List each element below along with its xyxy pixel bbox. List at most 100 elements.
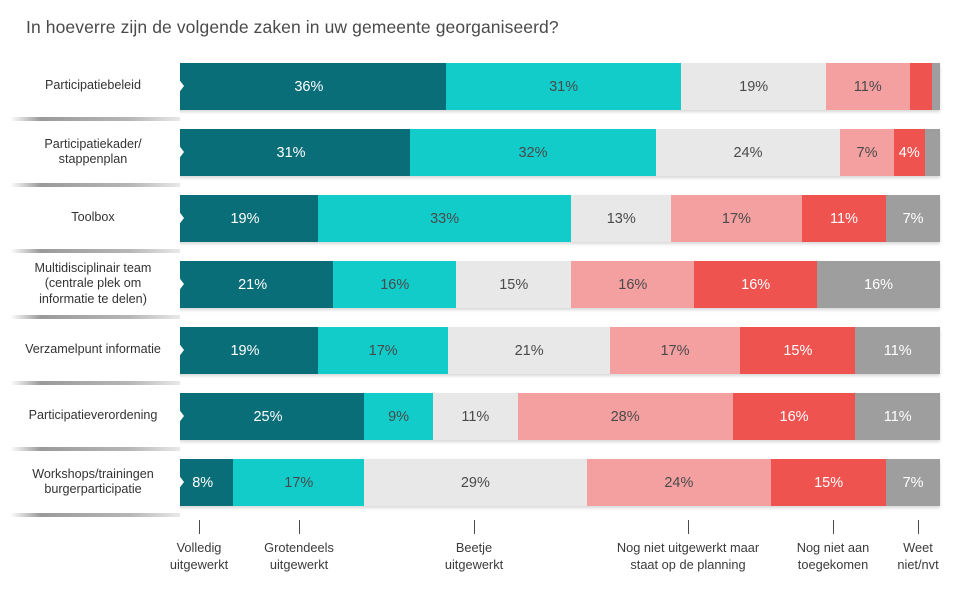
segment-value-label: 31% <box>276 144 306 161</box>
stacked-bar: 21% 16% 15% 16% 16% 16% <box>172 261 940 308</box>
bar-segment[interactable]: 17% <box>233 459 364 506</box>
bar-segment[interactable]: 11% <box>801 195 887 242</box>
bar-segment[interactable]: 15% <box>771 459 887 506</box>
bar-segment[interactable]: 7% <box>840 129 894 176</box>
segment-value-label: 16% <box>380 276 410 293</box>
bar-segment[interactable]: 16% <box>571 261 695 308</box>
bar-segment[interactable]: 11% <box>855 393 940 440</box>
bar-segment[interactable]: 9% <box>364 393 434 440</box>
bar-segment[interactable]: 4% <box>893 129 925 176</box>
stacked-bar: 25% 9% 11% 28% 16% 11% <box>172 393 940 440</box>
bar-segment[interactable]: 31% <box>445 63 682 110</box>
segment-value-label: 7% <box>856 144 878 161</box>
legend-label-6: Weet niet/nvt <box>879 540 957 573</box>
segment-value-label: 15% <box>499 276 529 293</box>
bar-segment[interactable]: 32% <box>410 129 656 176</box>
bar-segment[interactable]: 15% <box>740 327 856 374</box>
row-label-line: Participatiebeleid <box>45 78 141 93</box>
bar-segment[interactable]: 11% <box>825 63 910 110</box>
row-label-text: Verzamelpunt informatie <box>25 342 161 358</box>
row-label-divider <box>10 381 180 385</box>
bar-segment[interactable]: 17% <box>671 195 802 242</box>
bar-segment[interactable]: 7% <box>886 195 940 242</box>
label-pointer-arrow-icon <box>168 263 184 305</box>
segment-value-label: 25% <box>253 408 283 425</box>
bar-segment[interactable]: 17% <box>317 327 449 374</box>
bar-segment[interactable]: 25% <box>172 393 364 440</box>
axis-legend: Volledig uitgewerkt Grotendeels uitgewerkt B… <box>0 520 968 601</box>
segment-value-label: 31% <box>549 78 579 95</box>
row-label-text: Participatiebeleid <box>45 78 141 94</box>
bar-segment[interactable]: 15% <box>456 261 572 308</box>
segment-value-label: 24% <box>733 144 763 161</box>
row-label-7: Workshops/trainingen burgerparticipatie <box>10 451 180 513</box>
bar-segment[interactable]: 17% <box>609 327 741 374</box>
bar-segment[interactable]: 19% <box>681 63 826 110</box>
bar-segment[interactable]: 11% <box>433 393 518 440</box>
row-label-6: Participatieverordening <box>10 385 180 447</box>
legend-label-line: staat op de planning <box>630 556 746 572</box>
axis-tick <box>688 520 689 534</box>
row-label-line: Verzamelpunt informatie <box>25 342 161 357</box>
bar-row: Multidisciplinair team (centrale plek om i… <box>0 253 968 319</box>
bar-segment[interactable]: 16% <box>694 261 818 308</box>
row-label-line: Workshops/trainingen <box>32 466 154 481</box>
segment-value-label: 36% <box>294 78 324 95</box>
legend-label-line: Volledig <box>176 540 222 555</box>
bar-segment[interactable]: 16% <box>732 393 856 440</box>
label-pointer-arrow-icon <box>168 329 184 371</box>
row-label-4: Multidisciplinair team (centrale plek om i… <box>10 253 180 315</box>
bar-segment[interactable] <box>924 129 940 176</box>
legend-label-line: uitgewerkt <box>269 556 329 572</box>
label-pointer-arrow-icon <box>168 131 184 173</box>
segment-value-label: 11% <box>829 210 858 227</box>
row-label-divider <box>10 249 180 253</box>
bar-segment[interactable]: 19% <box>172 195 318 242</box>
bar-segment[interactable]: 13% <box>571 195 672 242</box>
label-pointer-arrow-icon <box>168 395 184 437</box>
bar-segment[interactable]: 11% <box>855 327 940 374</box>
row-label-3: Toolbox <box>10 187 180 249</box>
segment-value-label: 11% <box>883 342 912 359</box>
legend-label-line: uitgewerkt <box>169 556 229 572</box>
axis-tick <box>299 520 300 534</box>
segment-value-label: 11% <box>853 78 882 95</box>
row-label-text: Workshops/trainingen burgerparticipatie <box>32 467 154 498</box>
bar-segment[interactable]: 31% <box>172 129 411 176</box>
segment-value-label: 19% <box>230 342 260 359</box>
segment-value-label: 24% <box>664 474 694 491</box>
bar-segment[interactable]: 21% <box>172 261 334 308</box>
segment-value-label: 16% <box>741 276 771 293</box>
bar-segment[interactable]: 33% <box>317 195 572 242</box>
bar-segment[interactable] <box>909 63 933 110</box>
axis-tick <box>199 520 200 534</box>
row-label-divider <box>10 117 180 121</box>
legend-label-3: Beetje uitgewerkt <box>419 540 529 573</box>
bar-segment[interactable] <box>932 63 940 110</box>
bar-segment[interactable]: 7% <box>886 459 940 506</box>
bar-segment[interactable]: 29% <box>363 459 587 506</box>
bar-row: Verzamelpunt informatie 19% 17% 21% 17% 15% 11… <box>0 319 968 385</box>
segment-value-label: 15% <box>814 474 844 491</box>
segment-value-label: 15% <box>783 342 813 359</box>
row-label-text: Toolbox <box>71 210 114 226</box>
row-label-text: Participatiekader/stappenplan <box>44 137 141 168</box>
bar-segment[interactable]: 16% <box>817 261 940 308</box>
bar-segment[interactable]: 24% <box>655 129 841 176</box>
stacked-bar: 36% 31% 19% 11% <box>172 63 940 110</box>
bar-segment[interactable]: 36% <box>172 63 446 110</box>
segment-value-label: 13% <box>606 210 636 227</box>
bar-segment[interactable]: 21% <box>448 327 610 374</box>
row-label-divider <box>10 315 180 319</box>
row-label-line: Toolbox <box>71 210 115 225</box>
legend-label-line: Nog niet aan <box>796 540 870 555</box>
segment-value-label: 9% <box>388 408 410 425</box>
segment-value-label: 17% <box>721 210 751 227</box>
bar-segment[interactable]: 24% <box>586 459 772 506</box>
bar-segment[interactable]: 19% <box>172 327 318 374</box>
row-label-line: burgerparticipatie <box>44 482 142 496</box>
legend-label-line: uitgewerkt <box>444 556 504 572</box>
bar-segment[interactable]: 16% <box>333 261 457 308</box>
bar-row: Participatieverordening 25% 9% 11% 28% 16% 11% <box>0 385 968 451</box>
bar-segment[interactable]: 28% <box>517 393 733 440</box>
